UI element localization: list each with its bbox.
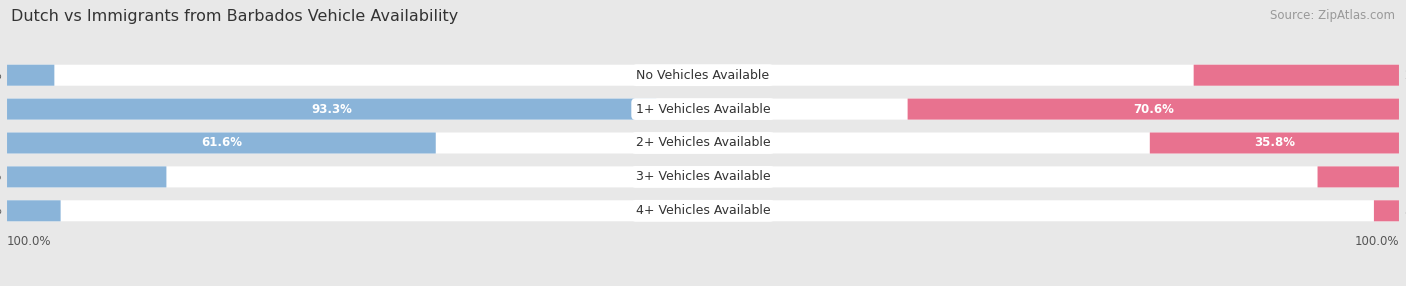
- Text: No Vehicles Available: No Vehicles Available: [637, 69, 769, 82]
- Text: 11.7%: 11.7%: [1405, 170, 1406, 183]
- Text: 35.8%: 35.8%: [1254, 136, 1295, 150]
- Text: Dutch vs Immigrants from Barbados Vehicle Availability: Dutch vs Immigrants from Barbados Vehicl…: [11, 9, 458, 23]
- Text: 93.3%: 93.3%: [311, 103, 352, 116]
- Text: 1+ Vehicles Available: 1+ Vehicles Available: [636, 103, 770, 116]
- FancyBboxPatch shape: [7, 132, 1399, 154]
- FancyBboxPatch shape: [908, 99, 1399, 120]
- FancyBboxPatch shape: [7, 99, 657, 120]
- FancyBboxPatch shape: [7, 65, 1399, 86]
- FancyBboxPatch shape: [1194, 65, 1399, 86]
- FancyBboxPatch shape: [7, 200, 60, 221]
- Text: Source: ZipAtlas.com: Source: ZipAtlas.com: [1270, 9, 1395, 21]
- FancyBboxPatch shape: [1374, 200, 1399, 221]
- Text: 2+ Vehicles Available: 2+ Vehicles Available: [636, 136, 770, 150]
- Text: 100.0%: 100.0%: [1354, 235, 1399, 247]
- FancyBboxPatch shape: [7, 99, 1399, 120]
- Text: 3+ Vehicles Available: 3+ Vehicles Available: [636, 170, 770, 183]
- Text: 61.6%: 61.6%: [201, 136, 242, 150]
- Text: 100.0%: 100.0%: [7, 235, 52, 247]
- Text: 22.9%: 22.9%: [0, 170, 1, 183]
- FancyBboxPatch shape: [7, 132, 436, 154]
- Text: 3.6%: 3.6%: [1405, 204, 1406, 217]
- Text: 7.7%: 7.7%: [0, 204, 1, 217]
- FancyBboxPatch shape: [7, 65, 55, 86]
- FancyBboxPatch shape: [1150, 132, 1399, 154]
- Text: 70.6%: 70.6%: [1133, 103, 1174, 116]
- FancyBboxPatch shape: [7, 200, 1399, 221]
- FancyBboxPatch shape: [7, 166, 1399, 187]
- Text: 29.5%: 29.5%: [1405, 69, 1406, 82]
- Text: 4+ Vehicles Available: 4+ Vehicles Available: [636, 204, 770, 217]
- Text: 6.8%: 6.8%: [0, 69, 1, 82]
- FancyBboxPatch shape: [7, 166, 166, 187]
- FancyBboxPatch shape: [1317, 166, 1399, 187]
